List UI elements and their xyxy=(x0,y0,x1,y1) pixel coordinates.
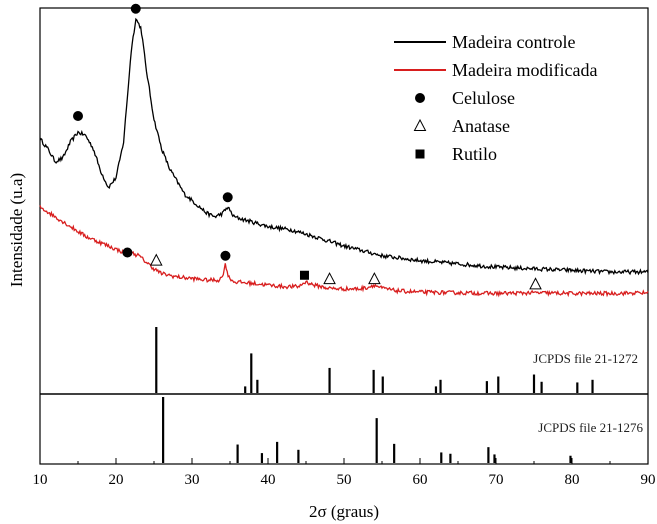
x-tick-label: 90 xyxy=(641,472,656,488)
reference-panel-1276: JCPDS file 21-1276 xyxy=(162,397,643,463)
reference-label-1276: JCPDS file 21-1276 xyxy=(538,420,643,435)
x-tick-label: 80 xyxy=(565,472,580,488)
legend: Madeira controle Madeira modificada Celulo… xyxy=(394,32,597,164)
x-axis-title: 2σ (graus) xyxy=(309,502,379,521)
phase-markers xyxy=(73,3,542,290)
x-tick-label: 50 xyxy=(337,472,352,488)
series-line-2 xyxy=(39,205,649,298)
legend-label: Rutilo xyxy=(452,144,497,164)
rutilo-marker xyxy=(299,270,309,280)
x-tick-label: 40 xyxy=(261,472,276,488)
legend-swatch-circle xyxy=(415,93,425,103)
x-tick-label: 70 xyxy=(489,472,504,488)
anatase-marker xyxy=(323,272,336,285)
anatase-marker xyxy=(149,253,163,266)
celulose-marker xyxy=(122,247,133,258)
legend-label: Madeira modificada xyxy=(452,60,597,80)
celulose-marker xyxy=(222,192,233,203)
x-tick-label: 20 xyxy=(109,472,124,488)
reference-panel-1272: JCPDS file 21-1272 xyxy=(155,327,638,393)
legend-label: Anatase xyxy=(452,116,510,136)
anatase-marker xyxy=(368,272,381,285)
y-axis-title: Intensidade (u.a) xyxy=(7,173,26,287)
celulose-marker xyxy=(73,111,83,121)
celulose-marker xyxy=(130,3,141,14)
anatase-marker xyxy=(529,277,542,290)
diffractogram-panel xyxy=(39,17,649,298)
legend-swatch-square xyxy=(415,149,425,159)
reference-label-1272: JCPDS file 21-1272 xyxy=(533,351,638,366)
legend-label: Madeira controle xyxy=(452,32,575,52)
x-tick-label: 10 xyxy=(33,472,48,488)
x-tick-label: 30 xyxy=(185,472,200,488)
legend-label: Celulose xyxy=(452,88,515,108)
legend-swatch-triangle xyxy=(413,118,427,131)
celulose-marker xyxy=(220,250,231,261)
x-axis: 10 20 30 40 50 60 70 80 90 xyxy=(33,458,656,488)
x-tick-label: 60 xyxy=(413,472,428,488)
series-line-1 xyxy=(39,17,649,276)
